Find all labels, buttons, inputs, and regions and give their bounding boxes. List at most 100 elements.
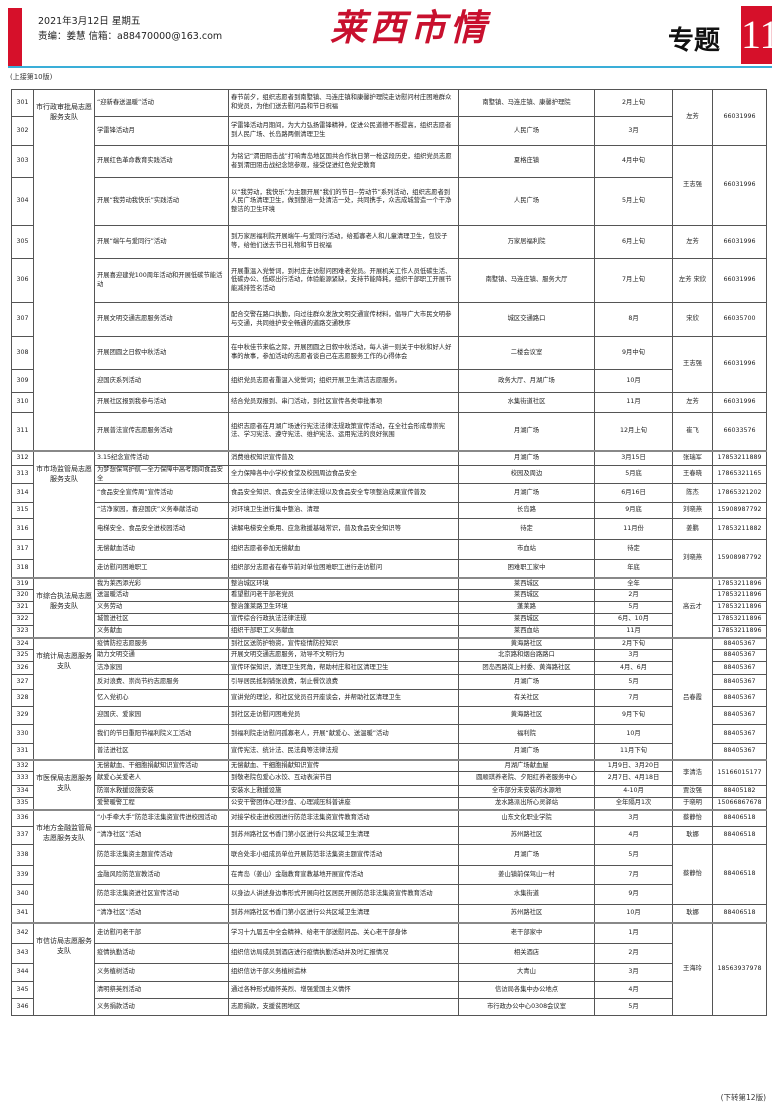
activity-name: 无偿献血活动 xyxy=(94,539,229,561)
activity-content: 讲解电梯安全乘用、应急救援基础常识，普及食品安全知识等 xyxy=(228,518,459,541)
contact-phone: 88406518 xyxy=(712,844,767,906)
table-row: 307 开展文明交通志愿服务活动 配合交警在路口执勤，向过往群众发放文明交通宣传材料… xyxy=(11,302,767,337)
table-row: 310 开展社区报到我参与活动 结合党员双报到、串门活动，到社区宣传各类审批事项 水集… xyxy=(11,392,767,413)
activity-name: 义务劳动 xyxy=(94,601,229,615)
contact-phone: 17853211896 xyxy=(712,589,767,603)
activity-location: 人民广场 xyxy=(458,177,595,226)
activity-location: 有关社区 xyxy=(458,689,595,708)
contact-person: 左芳 xyxy=(672,89,713,146)
contact-phone: 66031996 xyxy=(712,225,767,259)
activity-location: 福利院 xyxy=(458,724,595,745)
activity-time: 11月 xyxy=(594,625,673,639)
activity-content: 在中秋佳节来临之际，开展团圆之日叙中秋活动，每人讲一则关于中秋和好人好事的故事，… xyxy=(228,336,459,370)
row-number: 333 xyxy=(11,771,34,787)
contact-phone: 17853211896 xyxy=(712,613,767,627)
activity-content: 组织干部职工义务献血 xyxy=(228,625,459,639)
contact-phone: 66033576 xyxy=(712,412,767,451)
activity-time: 6月16日 xyxy=(594,483,673,504)
continued-to-note: (下转第12版) xyxy=(720,1093,766,1102)
activity-location: 人民广场 xyxy=(458,116,595,146)
activity-location: 校园及周边 xyxy=(458,464,595,485)
activity-location: 水集街道 xyxy=(458,884,595,906)
activity-name: 无偿献血、干细胞捐献知识宣传活动 xyxy=(94,758,229,773)
organization-name: 市统计局志愿服务支队 xyxy=(33,636,95,761)
activity-time: 5月 xyxy=(594,601,673,615)
contact-person: 于晓明 xyxy=(672,797,713,811)
activity-name: 清明祭英烈活动 xyxy=(94,981,229,1000)
activity-time: 年底 xyxy=(594,559,673,579)
activity-content: 以身边人讲述身边事形式开展向社区居民开展防范非法集资宣传教育活动 xyxy=(228,884,459,906)
contact-phone: 88405182 xyxy=(712,785,767,799)
activity-name: 城管进社区 xyxy=(94,613,229,627)
row-number: 321 xyxy=(11,601,34,615)
activity-name: 开展喜迎建党100周年活动和开展低碳节能活动 xyxy=(94,258,229,303)
organization-name: 市综合执法局志愿服务支队 xyxy=(33,576,95,639)
activity-name: 爱警暖警工程 xyxy=(94,797,229,811)
activity-location: 夏格庄镇 xyxy=(458,145,595,178)
activity-content: 组织党员志愿者重温入党誓词；组织开展卫生清洁志愿服务。 xyxy=(228,369,459,393)
activity-content: 全力保障各中小学校食堂及校园周边食品安全 xyxy=(228,464,459,485)
activity-time: 6月上旬 xyxy=(594,225,673,259)
activity-location: 月湖广场 xyxy=(458,844,595,867)
contact-phone: 88405367 xyxy=(712,743,767,761)
activity-content: 学习十九届五中全会精神、给老干部送慰问品、关心老干部身体 xyxy=(228,921,459,945)
contact-phone: 17853211889 xyxy=(712,449,767,466)
table-row: 341 “清净社区”活动 到苏州路社区书香门第小区进行公共区域卫生清理 苏州路社区 10… xyxy=(11,904,767,924)
contact-person: 左芳 宋欣 xyxy=(672,258,713,303)
activity-time: 3月 xyxy=(594,808,673,828)
activity-time: 7月 xyxy=(594,865,673,886)
contact-phone: 88405367 xyxy=(712,674,767,691)
activity-time: 7月上旬 xyxy=(594,258,673,303)
contact-phone: 17865321202 xyxy=(712,483,767,504)
table-row: 338 防范非法集资主题宣传活动 联合处非小组成员单位开展防范非法集资主题宣传活动月… xyxy=(11,844,767,906)
table-row: 305 开展“端午与爱同行”活动 到万家居福利院开展端午-与爱同行活动，给孤寡老人和… xyxy=(11,225,767,259)
activity-time: 2月7日、4月18日 xyxy=(594,771,673,787)
activity-time: 4月、6月 xyxy=(594,661,673,676)
activity-location: 圆顺琪养老院、夕阳红养老服务中心 xyxy=(458,771,595,787)
activity-name: 防溺水救援设施安装 xyxy=(94,785,229,799)
masthead-info: 2021年3月12日 星期五 责编：姜慧 信箱：a88470000@163.co… xyxy=(38,14,222,44)
contact-person: 王春晓 xyxy=(672,464,713,485)
activity-time: 9月下旬 xyxy=(594,706,673,726)
activity-time: 3月 xyxy=(594,116,673,146)
activity-content: 配合交警在路口执勤，向过往群众发放文明交通宣传材料，倡导广大市民文明参与交通，共… xyxy=(228,302,459,337)
contact-phone: 66031996 xyxy=(712,258,767,303)
activity-time: 11月份 xyxy=(594,518,673,541)
table-row: 306 开展喜迎建党100周年活动和开展低碳节能活动 开展重温入党誓词，到村庄走访慰… xyxy=(11,258,767,303)
row-number: 328 xyxy=(11,689,34,708)
contact-person: 张瑞军 xyxy=(672,449,713,466)
activity-location: 莱西城区 xyxy=(458,576,595,591)
table-row: 311 开展普法宣传志愿服务活动 组织志愿者在月湖广场进行宪法法律法规政策宣传活动，… xyxy=(11,412,767,451)
activity-content: 到苏州路社区书香门第小区进行公共区域卫生清理 xyxy=(228,904,459,924)
row-number: 339 xyxy=(11,865,34,886)
row-number: 331 xyxy=(11,743,34,761)
row-number: 320 xyxy=(11,589,34,603)
activity-name: 迎国庆系列活动 xyxy=(94,369,229,393)
contact-phone: 88405367 xyxy=(712,706,767,726)
activity-content: 学雷锋活动月期间，为大力弘扬雷锋精神，促进公民道德不断提高，组织志愿者到人民广场… xyxy=(228,116,459,146)
activity-name: 献爱心关爱老人 xyxy=(94,771,229,787)
activity-content: 公安干警团体心理沙盘、心理减压科普讲座 xyxy=(228,797,459,811)
row-number: 303 xyxy=(11,145,34,178)
activity-location: 蓬莱路 xyxy=(458,601,595,615)
activity-time: 4月中旬 xyxy=(594,145,673,178)
activity-name: 反对浪费、崇尚节约志愿服务 xyxy=(94,674,229,691)
contact-phone: 88405367 xyxy=(712,661,767,676)
row-number: 306 xyxy=(11,258,34,303)
activity-content: 消费维权知识宣传普及 xyxy=(228,449,459,466)
row-number: 325 xyxy=(11,649,34,663)
row-number: 301 xyxy=(11,89,34,117)
contact-person: 贾汝强 xyxy=(672,785,713,799)
row-number: 322 xyxy=(11,613,34,627)
activity-content: 引导居民抵制铺张浪费，制止餐饮浪费 xyxy=(228,674,459,691)
row-number: 338 xyxy=(11,844,34,867)
activity-name: 我们的节日重阳节福利院义工活动 xyxy=(94,724,229,745)
activity-time: 2月上旬 xyxy=(594,89,673,117)
activity-time: 9月 xyxy=(594,884,673,906)
row-number: 342 xyxy=(11,921,34,945)
newspaper-logo: 莱西市情 xyxy=(330,7,491,49)
activity-name: “迎新春送温暖”活动 xyxy=(94,89,229,117)
table-row: 317 无偿献血活动 组织志愿者参加无偿献血 市血站 待定 刘晓燕 15908987792 xyxy=(11,539,767,579)
row-number: 344 xyxy=(11,963,34,983)
row-number: 332 xyxy=(11,758,34,773)
